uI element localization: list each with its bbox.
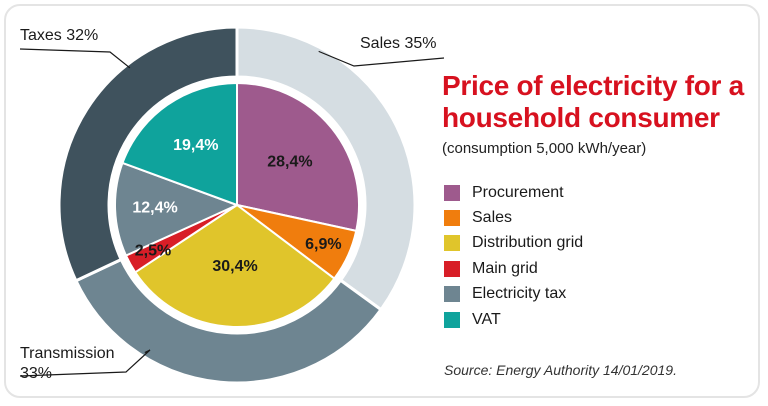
legend-swatch [444, 260, 460, 277]
inner-label-electricity-tax: 12,4% [132, 199, 177, 216]
legend-swatch [444, 210, 460, 227]
inner-label-vat: 19,4% [173, 137, 218, 154]
outer-label-sales: Sales 35% [360, 35, 437, 52]
legend-label: Electricity tax [472, 285, 567, 303]
legend-label: Procurement [472, 183, 564, 201]
legend-item-main-grid: Main grid [444, 256, 583, 281]
inner-label-procurement: 28,4% [267, 154, 312, 171]
inner-label-main-grid: 2,5% [135, 243, 171, 260]
inner-slice-procurement [236, 81, 360, 233]
legend-swatch [444, 235, 460, 252]
outer-label-transmission-pct: 33% [20, 365, 52, 382]
inner-pie [114, 81, 360, 328]
legend-label: Sales [472, 209, 513, 227]
inner-slice-distribution-grid [133, 203, 336, 328]
legend-label: Main grid [472, 259, 538, 277]
inner-label-sales: 6,9% [305, 236, 341, 253]
legend-label: VAT [472, 310, 501, 328]
legend-item-distribution-grid: Distribution grid [444, 231, 583, 256]
legend-swatch [444, 184, 460, 201]
outer-label-taxes: Taxes 32% [20, 27, 98, 44]
leader-line-taxes [19, 48, 131, 69]
inner-slice-vat [121, 81, 238, 207]
outer-slice-sales [235, 25, 417, 312]
leader-line-transmission [19, 349, 151, 377]
legend-swatch [444, 286, 460, 303]
source-note: Source: Energy Authority 14/01/2019. [444, 362, 677, 378]
outer-label-transmission: Transmission [20, 345, 115, 362]
chart-subtitle: (consumption 5,000 kWh/year) [442, 140, 647, 157]
legend-item-procurement: Procurement [444, 180, 583, 205]
outer-ring-labels: Sales 35% Transmission 33% Taxes 32% [19, 27, 445, 382]
outer-ring [57, 25, 417, 385]
inner-slice-electricity-tax [114, 161, 240, 257]
legend-swatch [444, 311, 460, 328]
legend: Procurement Sales Distribution grid Main gr… [444, 180, 583, 332]
chart-title: Price of electricity for a household con… [442, 70, 744, 133]
legend-label: Distribution grid [472, 234, 584, 252]
legend-item-sales: Sales [444, 205, 583, 230]
legend-item-vat: VAT [444, 307, 583, 332]
inner-slice-labels: 28,4% 6,9% 30,4% 2,5% 12,4% 19,4% [132, 137, 341, 275]
leader-line-sales [318, 50, 445, 67]
legend-item-electricity-tax: Electricity tax [444, 282, 583, 307]
inner-label-distribution-grid: 30,4% [212, 258, 257, 275]
